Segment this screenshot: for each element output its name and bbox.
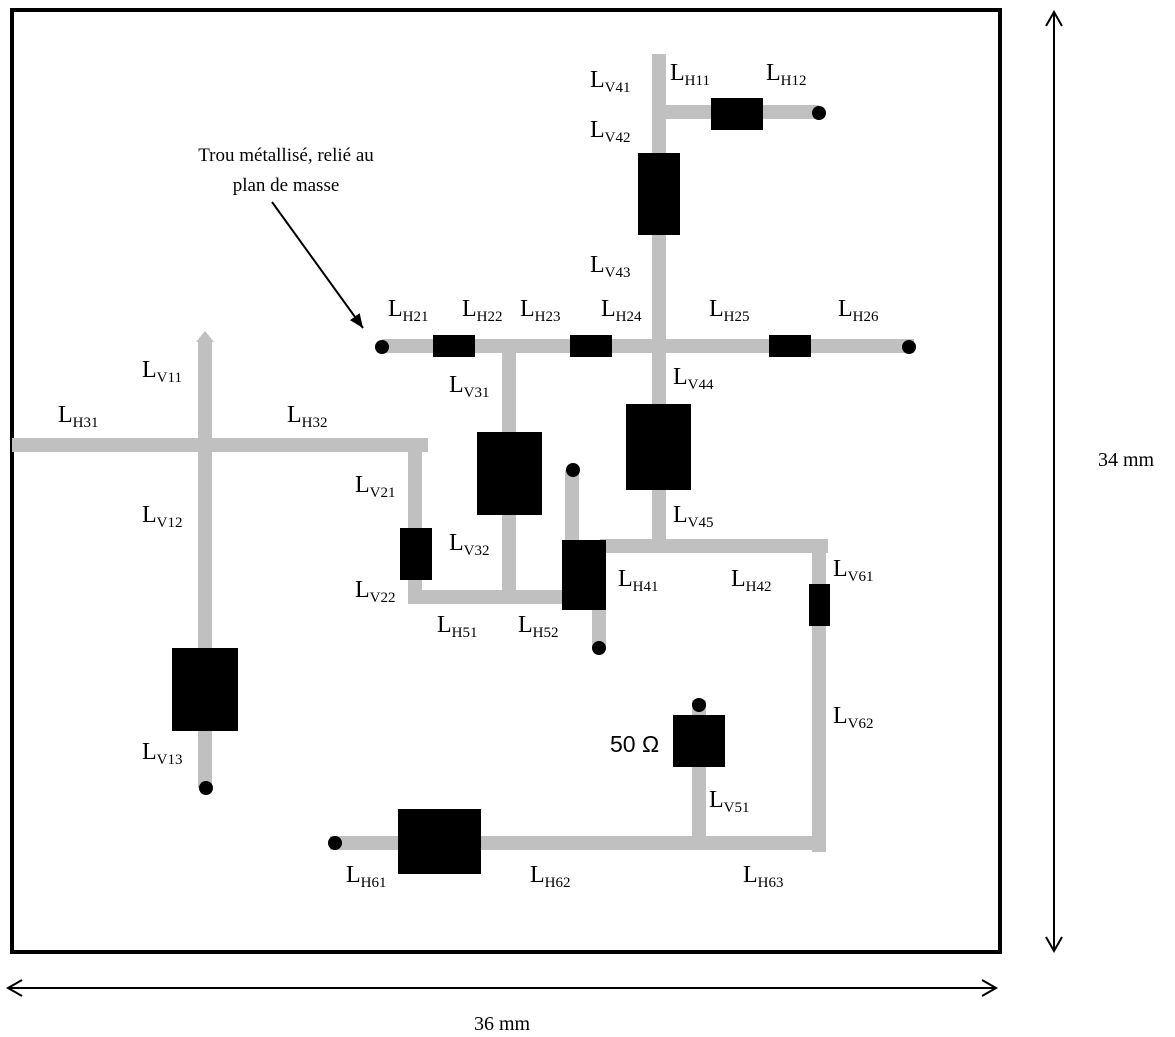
label-v51: LV51 [709,787,750,816]
annotation-arrow [272,202,363,328]
trace-lv1-tip [196,331,214,342]
label-h26: LH26 [838,296,879,325]
label-h52: LH52 [518,612,559,641]
label-v11: LV11 [142,357,182,386]
label-v42: LV42 [590,117,631,146]
component-h61 [398,809,481,874]
annotation-line2: plan de masse [233,175,340,196]
label-v12: LV12 [142,502,183,531]
via-h26 [902,340,916,354]
label-h23: LH23 [520,296,561,325]
label-h31: LH31 [58,402,99,431]
via-stub-up [566,463,580,477]
traces [12,54,914,852]
label-v22: LV22 [355,577,396,606]
label-v62: LV62 [833,703,874,732]
via-h21 [375,340,389,354]
label-h22: LH22 [462,296,503,325]
component-h22 [433,335,475,357]
width-dimension-label: 36 mm [474,1013,531,1035]
annotation-line1: Trou métallisé, relié au [198,145,374,166]
label-h21: LH21 [388,296,429,325]
label-v21: LV21 [355,472,396,501]
height-dimension-label: 34 mm [1098,449,1155,471]
component-v21 [400,528,432,580]
label-v41: LV41 [590,67,631,96]
label-h12: LH12 [766,60,807,89]
label-h63: LH63 [743,862,784,891]
label-h32: LH32 [287,402,328,431]
label-h11: LH11 [670,60,710,89]
component-v44 [626,404,691,490]
component-50ohm [673,715,725,767]
segment-labels: LV41 LH11 LH12 LV42 LV43 LH21 LH22 LH23 … [58,60,879,891]
via-h12 [812,106,826,120]
label-h24: LH24 [601,296,642,325]
label-v61: LV61 [833,556,874,585]
component-h11 [711,98,763,130]
label-v43: LV43 [590,252,631,281]
component-h24 [570,335,612,357]
via-stub-down [592,641,606,655]
label-h61: LH61 [346,862,387,891]
vias [199,106,916,850]
via-50ohm [692,698,706,712]
trace-stub-up [565,470,579,550]
component-v42 [638,153,680,235]
via-v13 [199,781,213,795]
resistor-value-label: 50 Ω [610,731,659,757]
label-h42: LH42 [731,566,772,595]
label-v31: LV31 [449,372,490,401]
components [172,98,830,874]
component-v12 [172,648,238,731]
component-v31 [477,432,542,515]
label-v32: LV32 [449,530,490,559]
label-v44: LV44 [673,364,714,393]
trace-lh4 [600,539,828,553]
label-h62: LH62 [530,862,571,891]
trace-lh3 [12,438,428,452]
trace-lh5 [408,590,580,604]
label-v13: LV13 [142,739,183,768]
component-h41 [562,540,606,610]
label-h25: LH25 [709,296,750,325]
component-v61 [809,584,830,626]
label-h51: LH51 [437,612,478,641]
via-h61 [328,836,342,850]
label-v45: LV45 [673,502,714,531]
label-h41: LH41 [618,566,659,595]
component-h25 [769,335,811,357]
